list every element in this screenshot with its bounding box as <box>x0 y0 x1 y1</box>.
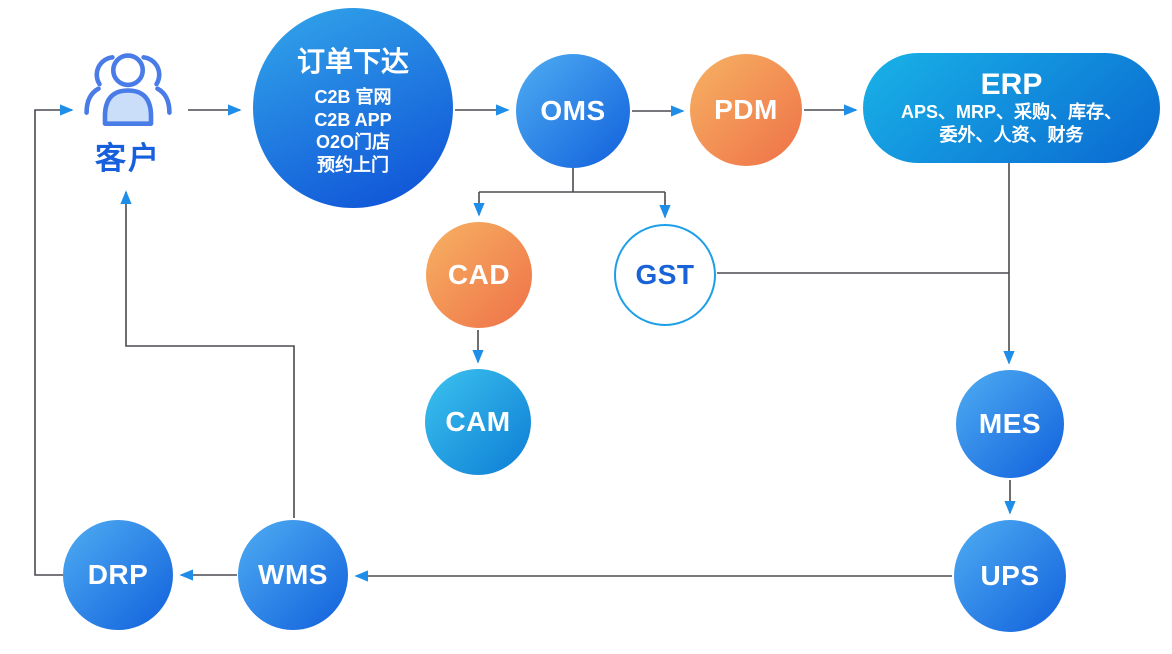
edge-wms-to-customer <box>120 190 295 518</box>
pdm-label: PDM <box>714 94 778 125</box>
node-drp: DRP <box>63 520 173 630</box>
node-cam: CAM <box>425 369 531 475</box>
order-title: 订单下达 <box>296 46 409 77</box>
node-oms: OMS <box>516 54 630 168</box>
mes-label: MES <box>978 408 1042 439</box>
wms-label: WMS <box>258 559 328 590</box>
edge-drp-to-customer <box>34 104 74 576</box>
order-channel-appointment: 预约上门 <box>317 154 389 175</box>
order-channel-c2b-app: C2B APP <box>314 109 392 130</box>
node-wms: WMS <box>238 520 348 630</box>
ups-label: UPS <box>980 560 1040 591</box>
erp-title: ERP <box>980 68 1043 102</box>
cam-label: CAM <box>445 406 511 437</box>
node-gst: GST <box>614 224 716 326</box>
node-pdm: PDM <box>690 54 802 166</box>
order-channel-o2o-store: O2O门店 <box>315 132 390 152</box>
erp-modules-line1: APS、MRP、采购、库存、 <box>900 101 1122 122</box>
order-channel-c2b-web: C2B 官网 <box>314 87 392 107</box>
node-erp: ERP APS、MRP、采购、库存、 委外、人资、财务 <box>863 53 1160 163</box>
node-ups: UPS <box>954 520 1066 632</box>
gst-label: GST <box>635 259 695 290</box>
customer-label: 客户 <box>95 141 161 176</box>
node-order-placement: 订单下达 C2B 官网 C2B APP O2O门店 预约上门 <box>253 8 453 208</box>
people-group-icon <box>84 53 172 126</box>
oms-label: OMS <box>540 95 606 126</box>
erp-modules-line2: 委外、人资、财务 <box>939 124 1084 145</box>
node-cad: CAD <box>426 222 532 328</box>
cad-label: CAD <box>447 259 511 290</box>
node-mes: MES <box>956 370 1064 478</box>
drp-label: DRP <box>87 559 149 590</box>
node-customer: 客户 <box>72 50 184 178</box>
